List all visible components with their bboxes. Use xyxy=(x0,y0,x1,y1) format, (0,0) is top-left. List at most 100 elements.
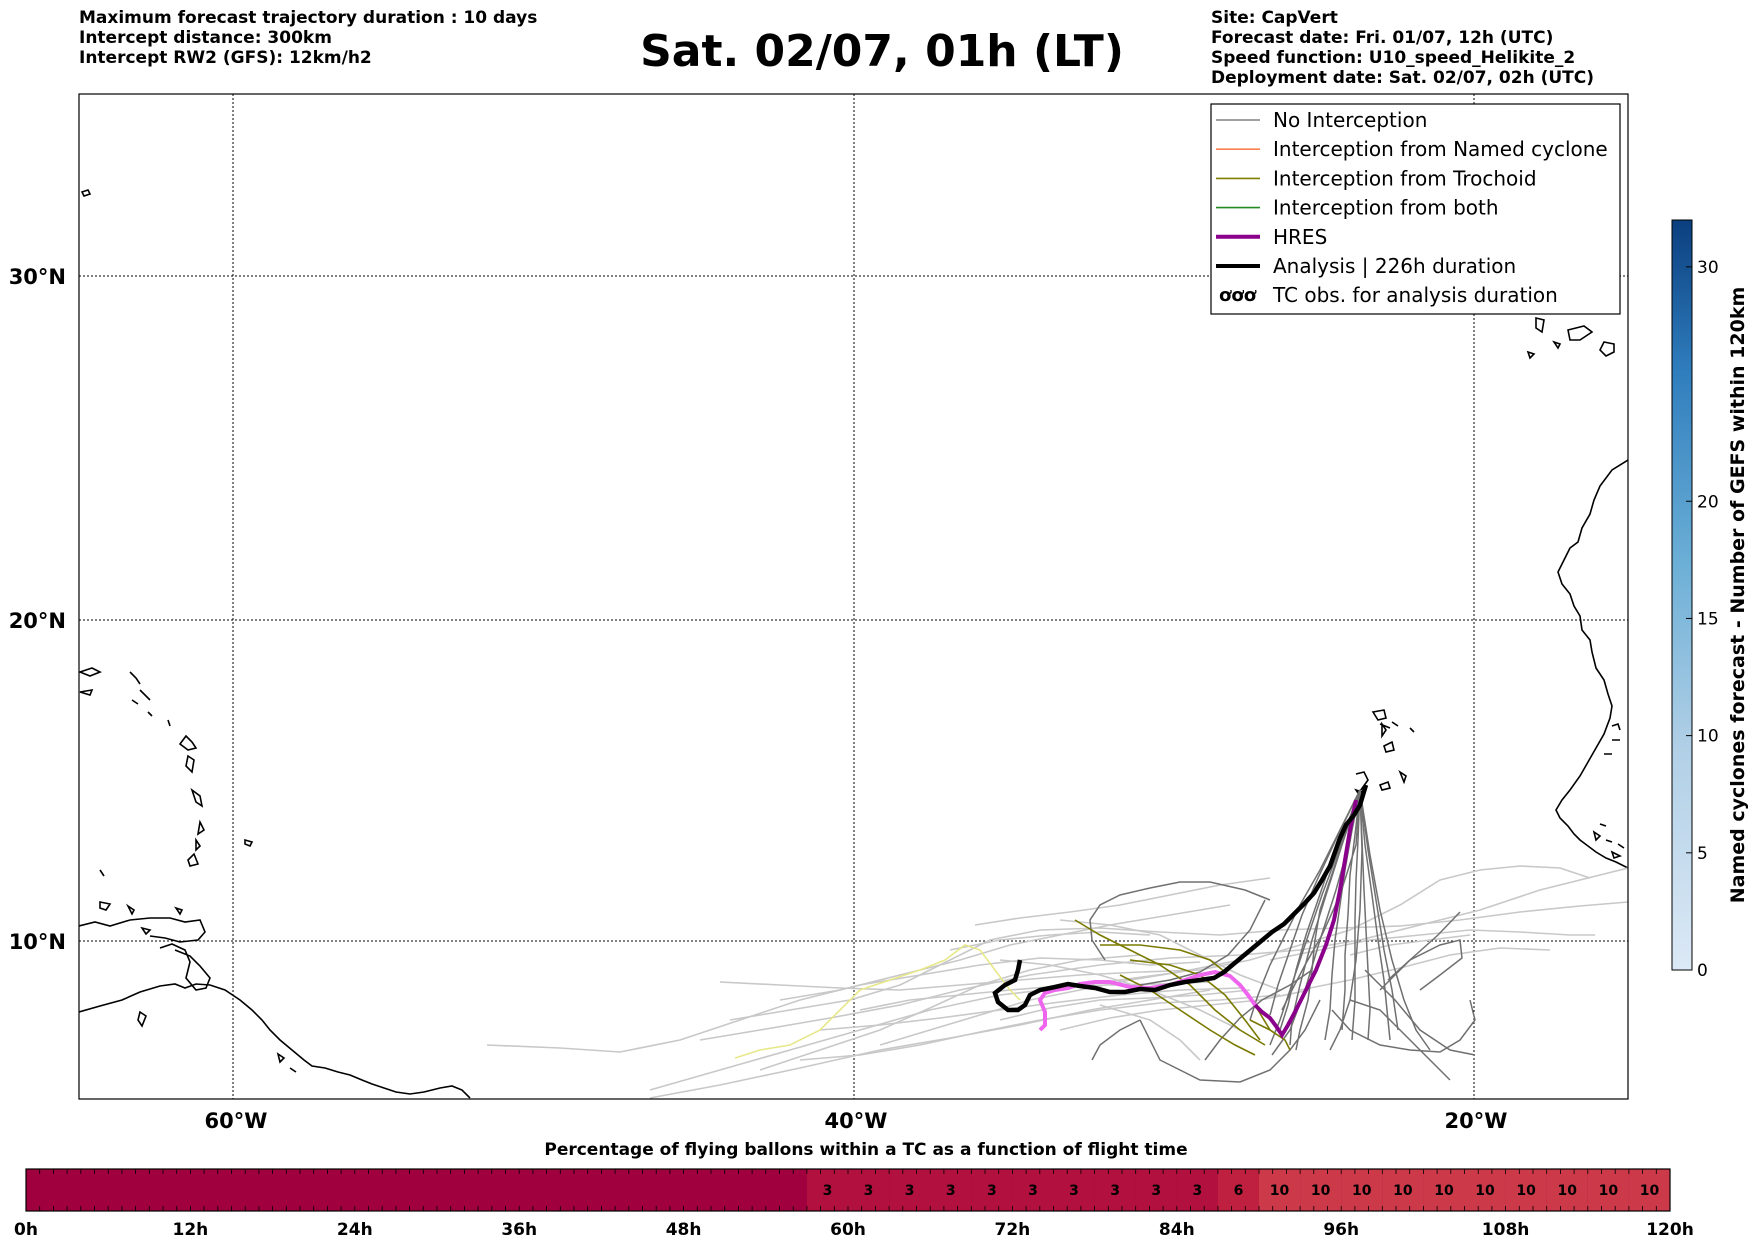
timeline-cell xyxy=(1423,1169,1465,1211)
trinidad-coast xyxy=(159,943,211,991)
senegal-detail xyxy=(1604,722,1621,755)
timeline-cell-value: 3 xyxy=(823,1183,833,1199)
trajectory-yellow xyxy=(734,944,1021,1059)
cyclone-colorbar: 0 5 10 15 20 30 Named cyclones forecast - Num… xyxy=(1671,219,1749,981)
timeline-cell-value: 3 xyxy=(905,1183,915,1199)
timeline-cell-value: 10 xyxy=(1393,1183,1413,1199)
timeline-cell-value: 10 xyxy=(1475,1183,1495,1199)
lon-label-60w: 60°W xyxy=(205,1109,268,1133)
timeline-cell xyxy=(1094,1169,1136,1211)
intercept-rw2-text: Intercept RW2 (GFS): 12km/h2 xyxy=(79,48,372,68)
speed-function-text: Speed function: U10_speed_Helikite_2 xyxy=(1211,48,1576,68)
timeline-cell xyxy=(1505,1169,1547,1211)
page-title: Sat. 02/07, 01h (LT) xyxy=(640,26,1124,77)
longitude-labels: 60°W 40°W 20°W xyxy=(205,1109,1508,1133)
site-text: Site: CapVert xyxy=(1211,8,1338,28)
timeline-cell xyxy=(1341,1169,1383,1211)
timeline-cell-value: 10 xyxy=(1270,1183,1290,1199)
lat-label-10n: 10°N xyxy=(9,930,66,954)
timeline-cell xyxy=(930,1169,972,1211)
timeline-cell xyxy=(1464,1169,1506,1211)
timeline-hour-label: 48h xyxy=(666,1220,702,1240)
legend-label: TC obs. for analysis duration xyxy=(1272,283,1558,307)
tc-percentage-timeline: Percentage of flying ballons within a TC… xyxy=(14,1140,1694,1240)
timeline-cell xyxy=(1012,1169,1054,1211)
timeline-cell-value: 10 xyxy=(1558,1183,1578,1199)
timeline-cell-value: 3 xyxy=(1151,1183,1161,1199)
timeline-hour-label: 96h xyxy=(1323,1220,1359,1240)
legend-item-0: No Interception xyxy=(1216,108,1427,132)
legend-item-4: HRES xyxy=(1216,225,1327,249)
timeline-hour-label: 12h xyxy=(173,1220,209,1240)
timeline-cell-value: 3 xyxy=(1110,1183,1120,1199)
legend-label: Analysis | 226h duration xyxy=(1273,254,1516,278)
map-legend: No Interception Interception from Named c… xyxy=(1210,103,1621,315)
timeline-title: Percentage of flying ballons within a TC… xyxy=(544,1140,1187,1160)
timeline-cell-value: 10 xyxy=(1352,1183,1372,1199)
timeline-cell-value: 3 xyxy=(864,1183,874,1199)
colorbar-tick-label: 0 xyxy=(1697,961,1708,981)
legend-label: Interception from Trochoid xyxy=(1273,166,1537,190)
coastlines xyxy=(79,189,1628,1099)
timeline-hour-label: 0h xyxy=(14,1220,38,1240)
africa-coast xyxy=(1555,459,1628,869)
intercept-distance-text: Intercept distance: 300km xyxy=(79,28,332,48)
bijagos-islands xyxy=(1592,823,1625,860)
canary-islands xyxy=(1526,316,1615,360)
antilles-islands xyxy=(79,667,254,936)
lon-label-40w: 40°W xyxy=(825,1109,888,1133)
colorbar-tick-label: 30 xyxy=(1697,258,1719,278)
timeline-cell xyxy=(971,1169,1013,1211)
timeline-cell xyxy=(848,1169,890,1211)
forecast-date-text: Forecast date: Fri. 01/07, 12h (UTC) xyxy=(1211,28,1554,48)
timeline-cell-value: 10 xyxy=(1599,1183,1619,1199)
colorbar-tick-label: 5 xyxy=(1697,844,1708,864)
lat-label-30n: 30°N xyxy=(9,265,66,289)
latitude-labels: 30°N 20°N 10°N xyxy=(9,265,66,954)
timeline-cell xyxy=(1300,1169,1342,1211)
timeline-cell xyxy=(1382,1169,1424,1211)
timeline-cell xyxy=(889,1169,931,1211)
deployment-date-text: Deployment date: Sat. 02/07, 02h (UTC) xyxy=(1211,68,1595,88)
hres-trajectory-purple xyxy=(1253,799,1358,1039)
legend-item-2: Interception from Trochoid xyxy=(1216,166,1537,190)
lat-label-20n: 20°N xyxy=(9,609,66,633)
timeline-cell xyxy=(1176,1169,1218,1211)
timeline-cell xyxy=(1135,1169,1177,1211)
analysis-trajectory xyxy=(992,784,1369,1013)
legend-item-1: Interception from Named cyclone xyxy=(1216,137,1608,161)
timeline-cell xyxy=(1546,1169,1588,1211)
timeline-cell xyxy=(1217,1169,1259,1211)
south-america-coast xyxy=(79,983,471,1099)
legend-item-5: Analysis | 226h duration xyxy=(1216,254,1516,278)
max-duration-text: Maximum forecast trajectory duration : 1… xyxy=(79,8,538,28)
timeline-cell-value: 3 xyxy=(987,1183,997,1199)
timeline-cell-value: 10 xyxy=(1311,1183,1331,1199)
timeline-cell-value: 10 xyxy=(1516,1183,1536,1199)
colorbar-tick-label: 15 xyxy=(1697,609,1719,629)
legend-label: No Interception xyxy=(1273,108,1427,132)
colorbar-ticks: 0 5 10 15 20 30 xyxy=(1686,258,1719,981)
timeline-cell-value: 3 xyxy=(946,1183,956,1199)
timeline-cell-value: 3 xyxy=(1192,1183,1202,1199)
northwest-islet xyxy=(80,189,92,197)
timeline-cell-value: 3 xyxy=(1069,1183,1079,1199)
colorbar-label: Named cyclones forecast - Number of GEFS… xyxy=(1727,287,1749,904)
timeline-hour-label: 84h xyxy=(1159,1220,1195,1240)
timeline-hour-label: 60h xyxy=(830,1220,866,1240)
legend-item-3: Interception from both xyxy=(1216,196,1499,220)
colorbar-gradient xyxy=(1671,219,1693,971)
venezuela-islands xyxy=(137,1010,297,1073)
timeline-hour-label: 108h xyxy=(1482,1220,1530,1240)
lon-label-20w: 20°W xyxy=(1445,1109,1508,1133)
timeline-hour-label: 72h xyxy=(995,1220,1031,1240)
map-frame xyxy=(78,93,1629,1100)
timeline-cell xyxy=(1053,1169,1095,1211)
timeline-cell-value: 6 xyxy=(1234,1183,1244,1199)
timeline-hour-label: 36h xyxy=(501,1220,537,1240)
tc-symbol-icon: ơơơ xyxy=(1219,285,1257,306)
timeline-cell-value: 3 xyxy=(1028,1183,1038,1199)
legend-label: HRES xyxy=(1273,225,1327,249)
timeline-cell xyxy=(1628,1169,1670,1211)
